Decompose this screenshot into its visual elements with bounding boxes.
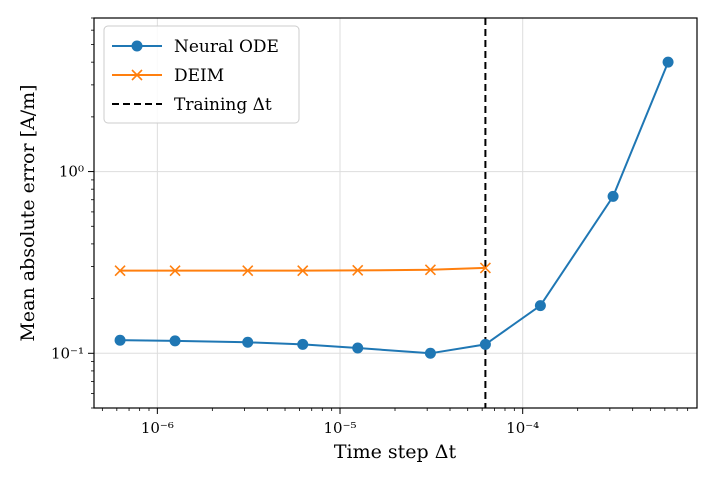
y-axis-label: Mean absolute error [A/m] (17, 84, 39, 341)
data-point (242, 336, 254, 348)
legend-item: Neural ODE (112, 37, 279, 57)
legend-label: DEIM (174, 66, 224, 86)
data-point-stroke (479, 262, 491, 274)
x-tick-label: 10⁻⁶ (141, 419, 174, 437)
data-point (131, 69, 143, 81)
x-tick-label: 10⁻⁵ (324, 419, 357, 437)
data-point (131, 40, 143, 52)
data-point (424, 264, 436, 276)
legend-box (103, 25, 300, 124)
data-point (297, 265, 309, 277)
legend-label: Training Δt (174, 95, 272, 115)
y-tick-label: 10⁻¹ (51, 344, 84, 362)
data-point (479, 338, 491, 350)
data-point-stroke (114, 265, 126, 277)
data-point-stroke (169, 265, 181, 277)
x-tick-label: 10⁻⁴ (506, 419, 539, 437)
data-point (534, 300, 546, 312)
data-point (297, 338, 309, 350)
axis-ticks: 10⁻⁶ 10⁻⁵ 10⁻⁴ 10⁻¹ 10⁰ (51, 17, 689, 437)
data-point-stroke (242, 265, 254, 277)
grid (94, 18, 697, 408)
y-tick-label: 10⁰ (59, 163, 84, 181)
x-axis-label: Time step Δt (334, 441, 457, 463)
data-point (169, 265, 181, 277)
data-point (424, 347, 436, 359)
data-point (169, 335, 181, 347)
data-series (114, 56, 674, 359)
data-point (662, 56, 674, 68)
data-point (114, 265, 126, 277)
legend: Neural ODE DEIM Training Δt (103, 25, 300, 124)
data-point (607, 190, 619, 202)
legend-item: Training Δt (112, 95, 272, 115)
data-point (352, 264, 364, 276)
data-point (242, 265, 254, 277)
legend-item: DEIM (112, 66, 224, 86)
data-point-stroke (424, 264, 436, 276)
data-point (479, 262, 491, 274)
data-point-stroke (352, 264, 364, 276)
data-point (114, 334, 126, 346)
deim-series (114, 262, 491, 277)
data-point (352, 342, 364, 354)
data-point-stroke (131, 69, 143, 81)
data-point-stroke (297, 265, 309, 277)
neural-ode-line (120, 61, 670, 355)
plot-frame (93, 17, 698, 409)
neural-ode-series (114, 56, 674, 359)
legend-label: Neural ODE (174, 37, 279, 57)
